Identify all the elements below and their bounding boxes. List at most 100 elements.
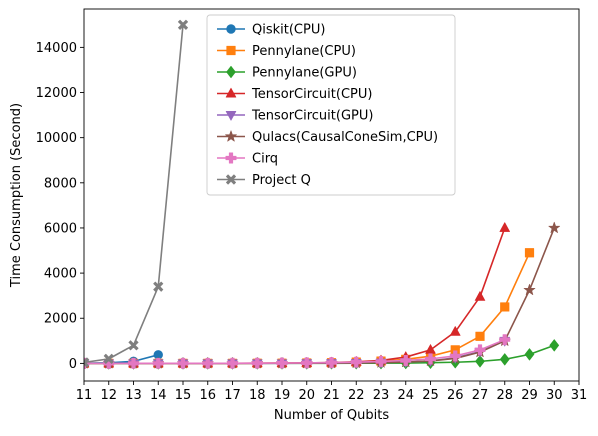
- y-tick-label: 6000: [44, 221, 77, 236]
- data-point: [425, 353, 436, 365]
- legend-item-2: Pennylane(CPU): [217, 44, 356, 59]
- series-line: [84, 354, 159, 365]
- data-point: [202, 357, 214, 369]
- data-point: [84, 357, 90, 368]
- axes: 11 12 13 14 15 16 17 18 19 20 21 22 23 24 25 26 27 28 29 30…: [36, 8, 588, 403]
- series-line: [84, 24, 184, 364]
- data-point: [524, 248, 535, 258]
- legend-item-1: Qiskit(CPU): [217, 23, 325, 38]
- legend-item-8: Project Q: [217, 173, 311, 188]
- data-point: [548, 221, 561, 233]
- x-tick-label: 13: [125, 388, 142, 403]
- series-8: [84, 19, 189, 368]
- x-tick-label: 20: [298, 388, 315, 403]
- legend-label: Qiskit(CPU): [252, 23, 325, 38]
- data-point: [276, 357, 288, 369]
- x-tick-label: 17: [224, 388, 241, 403]
- x-tick-label: 25: [422, 388, 439, 403]
- legend-marker: [225, 152, 237, 164]
- y-tick-label: 8000: [44, 176, 77, 191]
- y-tick-label: 10000: [36, 131, 77, 146]
- legend-marker: [226, 65, 236, 79]
- y-tick-label: 4000: [44, 267, 77, 282]
- data-point: [400, 354, 412, 366]
- data-point: [152, 357, 164, 369]
- data-point: [128, 340, 139, 351]
- x-tick-label: 15: [175, 388, 192, 403]
- y-tick-label: 12000: [36, 86, 77, 101]
- x-tick-label: 11: [76, 388, 93, 403]
- series-1: [84, 350, 163, 368]
- legend-label: TensorCircuit(GPU): [251, 109, 373, 124]
- legend-item-6: Qulacs(CausalConeSim,CPU): [217, 130, 438, 145]
- series-line: [84, 252, 531, 365]
- x-tick-label: 16: [199, 388, 216, 403]
- series-line: [84, 227, 506, 365]
- data-point: [375, 356, 387, 367]
- data-point: [177, 19, 189, 30]
- x-tick-label: 19: [274, 388, 291, 403]
- legend-label: Pennylane(CPU): [252, 44, 356, 59]
- series-2: [84, 248, 535, 368]
- data-point: [153, 281, 164, 292]
- x-tick-label: 22: [348, 388, 365, 403]
- legend-item-4: TensorCircuit(CPU): [217, 87, 372, 102]
- x-tick-label: 18: [249, 388, 266, 403]
- data-point: [449, 350, 461, 362]
- series-3: [84, 339, 560, 370]
- legend-marker: [226, 24, 236, 34]
- x-axis-label: Number of Qubits: [274, 408, 389, 423]
- legend-box: [206, 14, 456, 196]
- data-point: [474, 344, 486, 356]
- legend-marker: [226, 45, 236, 56]
- data-point: [425, 344, 436, 354]
- data-point: [177, 357, 189, 369]
- legend-label: Qulacs(CausalConeSim,CPU): [252, 130, 438, 145]
- data-point: [103, 353, 114, 364]
- x-tick-label: 24: [397, 388, 414, 403]
- legend-label: Project Q: [252, 173, 311, 188]
- data-point: [128, 357, 139, 369]
- legend: Qiskit(CPU) Pennylane(CPU) Pennylane(GPU) T…: [206, 14, 456, 196]
- data-point: [549, 339, 560, 352]
- plot-area: [84, 19, 561, 370]
- x-tick-label: 30: [546, 388, 563, 403]
- data-point: [251, 357, 263, 369]
- x-tick-label: 26: [447, 388, 464, 403]
- x-tick-label: 29: [521, 388, 538, 403]
- x-tick-label: 31: [571, 388, 588, 403]
- legend-marker: [225, 130, 237, 142]
- legend-label: TensorCircuit(CPU): [251, 87, 372, 102]
- x-tick-label: 27: [472, 388, 489, 403]
- x-tick-label: 23: [373, 388, 390, 403]
- legend-marker: [225, 111, 237, 121]
- data-point: [326, 357, 337, 369]
- legend-item-3: Pennylane(GPU): [217, 66, 357, 81]
- y-tick-label: 14000: [36, 41, 77, 56]
- data-point: [475, 355, 485, 368]
- x-tick-label: 12: [100, 388, 117, 403]
- legend-label: Cirq: [252, 152, 278, 167]
- legend-marker: [225, 87, 237, 98]
- y-tick-label: 2000: [44, 312, 77, 327]
- x-tick-label: 21: [323, 388, 340, 403]
- legend-label: Pennylane(GPU): [252, 66, 357, 81]
- data-point: [499, 222, 510, 232]
- data-point: [474, 291, 486, 301]
- data-point: [523, 283, 536, 296]
- data-point: [301, 357, 313, 369]
- y-axis-label: Time Consumption (Second): [9, 103, 24, 288]
- data-point: [350, 356, 362, 368]
- data-point: [500, 302, 510, 312]
- data-point: [524, 348, 535, 361]
- data-point: [475, 331, 485, 341]
- series-4: [84, 222, 510, 368]
- legend-item-7: Cirq: [217, 152, 278, 167]
- x-tick-label: 14: [150, 388, 167, 403]
- data-point: [227, 357, 238, 369]
- data-point: [450, 326, 461, 336]
- data-point: [499, 353, 510, 366]
- x-tick-label: 28: [496, 388, 513, 403]
